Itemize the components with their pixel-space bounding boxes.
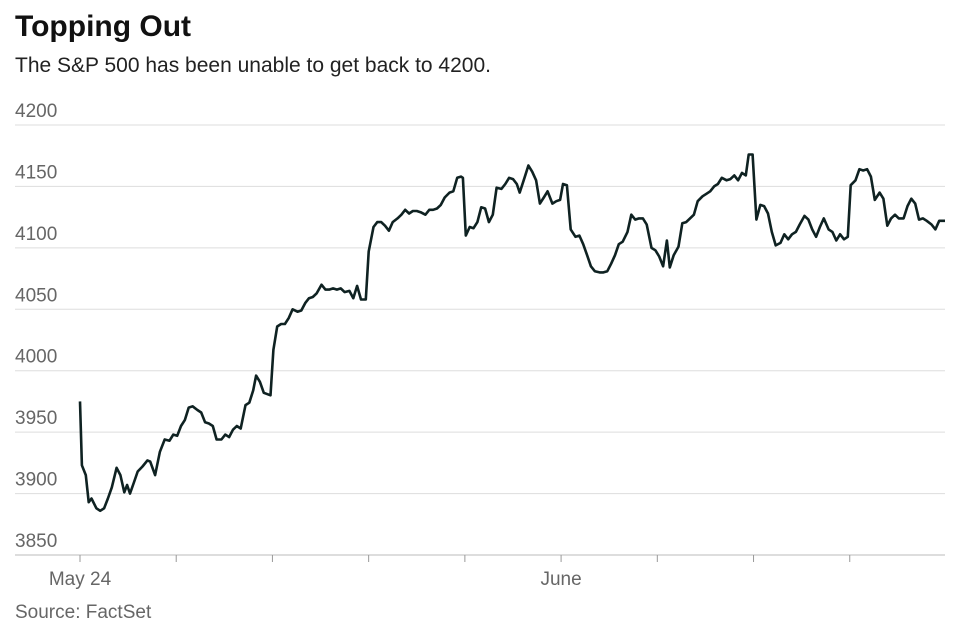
y-tick-label: 4200 [15, 101, 57, 122]
source-note: Source: FactSet [15, 602, 152, 623]
y-tick-label: 3850 [15, 531, 57, 552]
y-tick-label: 4100 [15, 224, 57, 245]
y-tick-label: 4050 [15, 285, 57, 306]
price-line [78, 153, 945, 513]
x-tick-label: June [540, 569, 581, 590]
x-tick-label: May 24 [49, 569, 112, 590]
y-tick-label: 4000 [15, 347, 57, 368]
chart-subtitle: The S&P 500 has been unable to get back … [15, 54, 491, 77]
y-tick-label: 3950 [15, 408, 57, 429]
y-tick-label: 4150 [15, 162, 57, 183]
chart-title: Topping Out [15, 10, 191, 43]
y-tick-label: 3900 [15, 470, 57, 491]
